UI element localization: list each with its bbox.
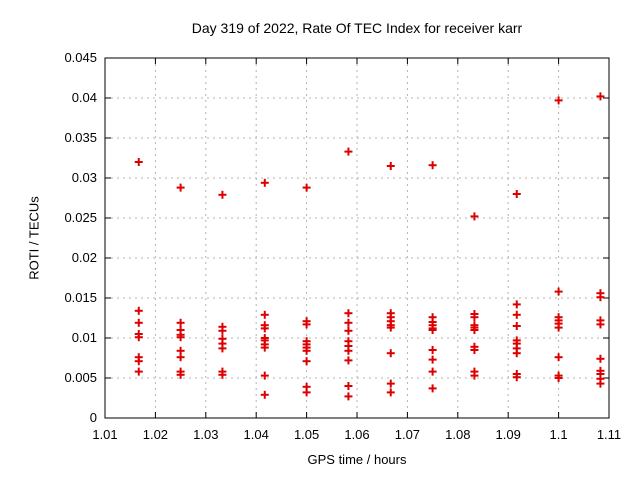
data-point (344, 392, 353, 401)
data-point (554, 323, 563, 332)
data-point (260, 390, 269, 399)
data-point (260, 343, 269, 352)
x-tick-label: 1.03 (193, 427, 219, 442)
data-point (512, 310, 521, 319)
data-point (428, 161, 437, 170)
data-point (596, 379, 605, 388)
data-point (344, 356, 353, 365)
data-point (512, 300, 521, 309)
x-axis-label: GPS time / hours (307, 452, 407, 467)
x-tick-label: 1.09 (495, 427, 521, 442)
data-point (470, 212, 479, 221)
y-tick-label: 0.04 (71, 90, 97, 105)
data-point (512, 322, 521, 330)
data-point (428, 367, 437, 376)
data-point (302, 320, 311, 329)
data-point (386, 349, 395, 358)
data-point (470, 371, 479, 380)
data-point (176, 333, 185, 342)
x-tick-label: 1.06 (344, 427, 370, 442)
data-point (302, 346, 311, 355)
data-point (596, 92, 605, 101)
data-point (554, 287, 563, 296)
data-point (428, 355, 437, 364)
data-point (428, 346, 437, 354)
data-point (218, 344, 227, 353)
y-tick-label: 0.035 (64, 130, 97, 145)
data-point (512, 373, 521, 382)
y-tick-label: 0.02 (71, 250, 97, 265)
y-tick-label: 0.005 (64, 370, 97, 385)
data-point (596, 320, 605, 329)
data-point (512, 349, 521, 358)
data-point (218, 190, 227, 199)
data-point (260, 324, 269, 333)
data-point (344, 382, 353, 390)
data-point (134, 333, 143, 342)
data-point (176, 370, 185, 379)
data-point (596, 293, 605, 302)
data-point (512, 190, 521, 198)
data-point (344, 309, 353, 318)
data-point (302, 357, 311, 366)
data-point (218, 370, 227, 379)
data-point (176, 353, 185, 362)
data-point (596, 354, 605, 363)
data-point (386, 162, 395, 170)
data-point (470, 326, 479, 334)
data-point (134, 306, 143, 315)
data-point (344, 326, 353, 335)
y-tick-label: 0.01 (71, 330, 97, 345)
data-point (554, 353, 563, 362)
data-point (176, 318, 185, 327)
x-tick-label: 1.1 (549, 427, 568, 442)
data-point (428, 326, 437, 334)
y-tick-label: 0.045 (64, 50, 97, 65)
y-tick-label: 0.03 (71, 170, 97, 185)
data-point (386, 323, 395, 332)
x-tick-label: 1.02 (142, 427, 169, 442)
data-point (344, 318, 353, 327)
x-tick-label: 1.01 (92, 427, 118, 442)
data-point (134, 357, 143, 366)
data-point (134, 367, 143, 376)
data-point (554, 374, 563, 382)
data-point (260, 310, 269, 319)
data-point (134, 158, 143, 166)
data-point (554, 96, 563, 105)
x-tick-label: 1.11 (596, 427, 622, 442)
y-tick-label: 0.015 (64, 290, 97, 305)
data-point (428, 384, 437, 393)
y-tick-label: 0.025 (64, 210, 97, 225)
x-tick-label: 1.07 (394, 427, 421, 442)
y-tick-label: 0 (89, 410, 97, 425)
data-point (470, 313, 479, 322)
data-point (260, 371, 269, 380)
data-point (218, 326, 227, 335)
data-point (386, 379, 395, 388)
data-point (344, 147, 353, 156)
x-tick-label: 1.04 (243, 427, 269, 442)
data-point (302, 388, 311, 397)
data-point (176, 183, 185, 192)
chart-title: Day 319 of 2022, Rate Of TEC Index for r… (191, 20, 523, 36)
data-point (344, 346, 353, 355)
plot-frame (104, 57, 610, 419)
data-point (134, 318, 143, 327)
data-point (302, 183, 311, 192)
x-tick-label: 1.05 (293, 427, 320, 442)
data-point (470, 346, 479, 354)
data-point (386, 388, 395, 397)
x-tick-label: 1.08 (445, 427, 471, 442)
data-point (260, 178, 269, 187)
